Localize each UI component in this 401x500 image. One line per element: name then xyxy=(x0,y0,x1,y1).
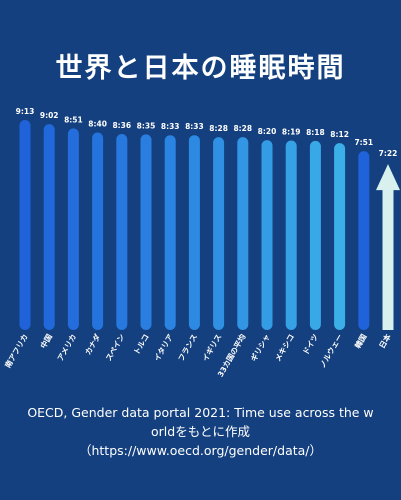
chart-title: 世界と日本の睡眠時間 xyxy=(55,53,346,84)
data-label: 8:40 xyxy=(88,120,107,129)
bar xyxy=(19,120,31,330)
bar xyxy=(358,151,370,330)
category-label: ギリシャ xyxy=(248,332,272,363)
japan-bar-arrowhead xyxy=(376,164,400,191)
bar xyxy=(116,134,128,330)
source-line-2: orldをもとに作成 xyxy=(151,424,250,439)
category-label: イギリス xyxy=(200,332,224,363)
data-label: 8:51 xyxy=(64,115,83,124)
bar xyxy=(285,140,297,330)
bar xyxy=(237,137,249,330)
data-label: 8:36 xyxy=(112,121,131,130)
bar xyxy=(43,124,55,330)
data-label: 8:19 xyxy=(282,128,301,137)
bar xyxy=(188,135,200,330)
bar xyxy=(213,137,225,330)
category-label: ドイツ xyxy=(301,333,320,357)
category-label: スペイン xyxy=(104,332,127,362)
category-label: 中国 xyxy=(38,332,54,350)
category-label: 日本 xyxy=(377,332,393,350)
source-line-3: （https://www.oecd.org/gender/data/） xyxy=(78,443,323,458)
data-label: 8:28 xyxy=(233,124,252,133)
data-label: 8:20 xyxy=(258,127,277,136)
bar xyxy=(164,135,176,330)
sleep-time-bar-chart: 9:13 南アフリカ 9:02 中国 8:51 アメリカ 8:40 カナダ 8:36 スペイン 8:… xyxy=(2,107,400,379)
category-label: フランス xyxy=(176,333,199,363)
data-label: 8:33 xyxy=(185,122,204,131)
bar xyxy=(92,132,104,330)
category-label: アメリカ xyxy=(56,333,79,363)
category-label: トルコ xyxy=(132,333,151,357)
data-label: 8:18 xyxy=(306,128,325,137)
bar xyxy=(334,143,346,330)
bar xyxy=(140,134,152,330)
bar xyxy=(261,140,273,330)
japan-bar xyxy=(382,189,394,330)
data-label: 8:35 xyxy=(137,121,156,130)
category-label: 南アフリカ xyxy=(2,332,29,369)
category-label: ノルウェー xyxy=(318,333,345,370)
data-label: 7:22 xyxy=(379,149,398,158)
data-label: 7:51 xyxy=(354,138,373,147)
category-label: イタリア xyxy=(151,332,175,363)
source-note: OECD, Gender data portal 2021: Time use … xyxy=(0,403,401,460)
bar xyxy=(67,128,79,330)
category-label: メキシコ xyxy=(273,333,296,363)
data-label: 9:13 xyxy=(16,107,35,116)
source-line-1: OECD, Gender data portal 2021: Time use … xyxy=(27,405,374,420)
data-label: 9:02 xyxy=(40,111,59,120)
data-label: 8:12 xyxy=(330,130,349,139)
category-label: カナダ xyxy=(82,332,102,357)
data-label: 8:33 xyxy=(161,122,180,131)
bar xyxy=(309,140,321,330)
category-label: 韓国 xyxy=(352,332,368,350)
data-label: 8:28 xyxy=(209,124,228,133)
